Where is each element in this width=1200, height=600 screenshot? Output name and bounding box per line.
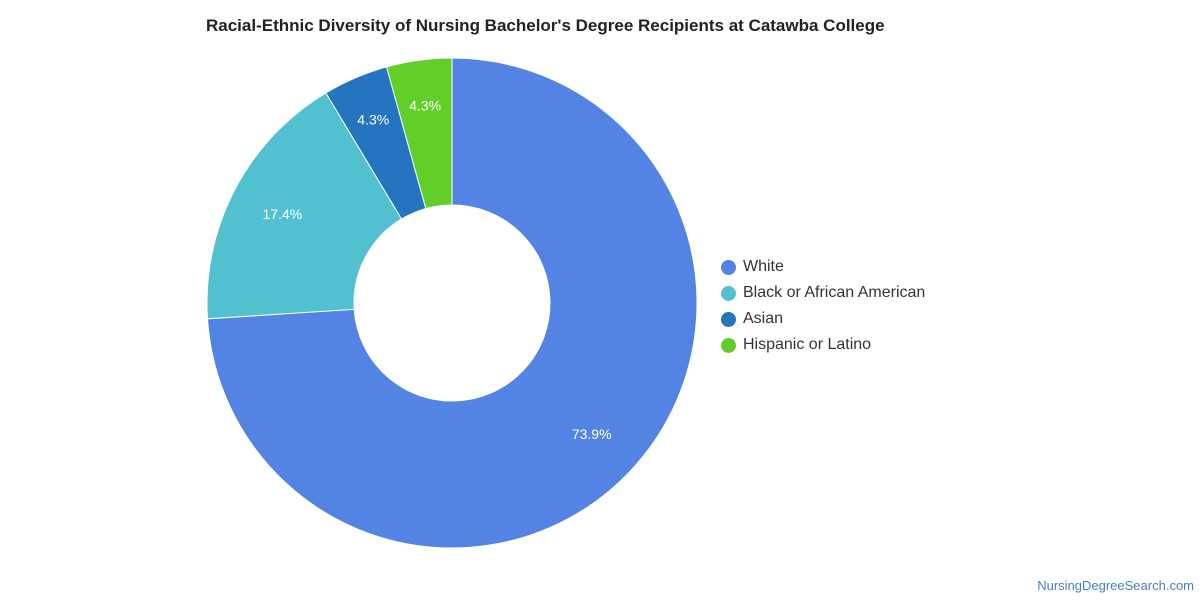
- legend-label-hispanic-or-latino: Hispanic or Latino: [743, 336, 872, 353]
- slice-white[interactable]: [206, 57, 698, 549]
- legend-swatch-hispanic-or-latino: [721, 337, 736, 353]
- legend-swatch-white: [721, 259, 736, 275]
- data-label-hispanic-or-latino: 4.3%: [409, 97, 441, 113]
- legend-label-black-or-african-american: Black or African American: [743, 284, 926, 301]
- legend-label-asian: Asian: [743, 310, 784, 327]
- legend-swatch-black-or-african-american: [721, 285, 736, 301]
- legend-label-white: White: [743, 258, 784, 275]
- legend-swatch-asian: [721, 311, 736, 327]
- legend-item-hispanic-or-latino[interactable]: Hispanic or Latino: [721, 332, 925, 358]
- source-link[interactable]: NursingDegreeSearch.com: [1037, 578, 1194, 593]
- chart-legend: White Black or African American Asian Hi…: [721, 254, 925, 358]
- slice-black-or-african-american[interactable]: [206, 92, 403, 320]
- legend-item-black-or-african-american[interactable]: Black or African American: [721, 280, 925, 306]
- chart-title: Racial-Ethnic Diversity of Nursing Bache…: [206, 16, 885, 35]
- data-label-white: 73.9%: [572, 426, 612, 442]
- legend-item-asian[interactable]: Asian: [721, 306, 925, 332]
- data-label-black-or-african-american: 17.4%: [263, 206, 303, 222]
- slice-hispanic-or-latino[interactable]: [385, 57, 453, 210]
- data-label-asian: 4.3%: [357, 112, 389, 128]
- legend-item-white[interactable]: White: [721, 254, 925, 280]
